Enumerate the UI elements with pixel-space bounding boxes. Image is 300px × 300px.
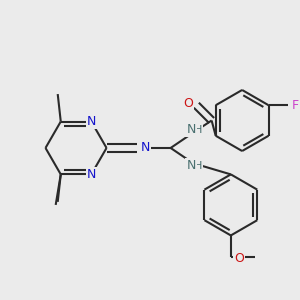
Text: O: O — [234, 252, 244, 265]
Text: H: H — [194, 161, 202, 171]
Text: N: N — [140, 142, 150, 154]
Text: F: F — [292, 99, 298, 112]
Text: N: N — [87, 168, 96, 181]
Text: N: N — [186, 159, 196, 172]
Text: N: N — [186, 123, 196, 136]
Text: O: O — [183, 97, 193, 110]
Text: H: H — [194, 125, 202, 135]
Text: N: N — [87, 115, 96, 128]
